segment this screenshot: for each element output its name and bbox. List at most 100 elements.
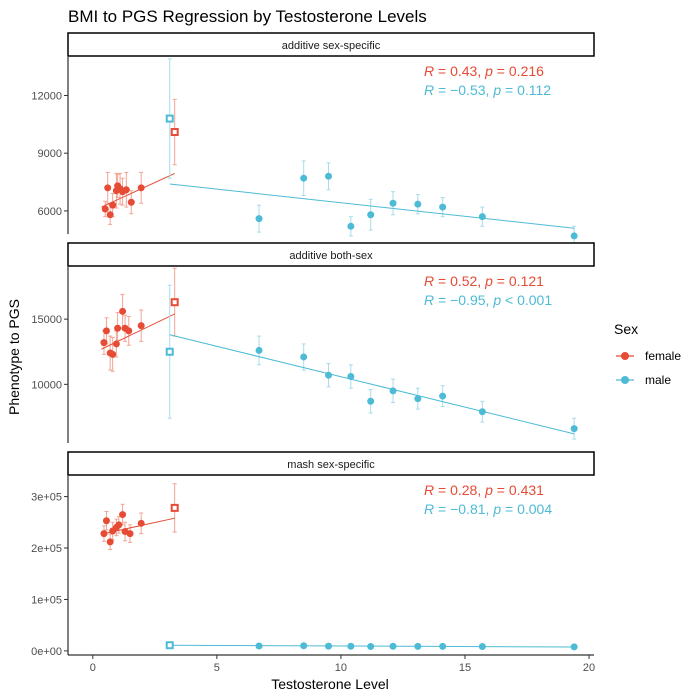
facet-strip-label: additive sex-specific (282, 40, 381, 52)
data-point (439, 642, 447, 650)
annotation-eq: = (434, 82, 450, 98)
data-point (439, 392, 447, 400)
series-female (101, 98, 179, 225)
annotation-eq: = (501, 82, 517, 98)
annotation-p-value: < 0.001 (505, 292, 552, 308)
annotation-p-value: 0.431 (509, 482, 544, 498)
data-point (100, 339, 108, 347)
data-point (439, 203, 447, 211)
legend-label-female: female (645, 349, 681, 363)
annotation-p-symbol: p (492, 501, 501, 517)
correlation-annotation: R = 0.52, p = 0.121 (424, 273, 544, 289)
annotation-r-value: 0.52 (450, 273, 477, 289)
facet-strip (67, 32, 595, 57)
data-point (414, 642, 422, 650)
annotation-r-value: 0.28 (450, 482, 477, 498)
outlier-point (170, 503, 179, 512)
data-point (106, 538, 114, 546)
x-tick-label: 10 (335, 662, 347, 674)
y-axis-title: Phenotype to PGS (6, 299, 22, 415)
annotation-p-value: 0.004 (517, 501, 552, 517)
data-point (125, 327, 133, 335)
facet-panel: additive sex-specific 6000 9000 12000 R = 0.… (31, 32, 595, 247)
data-point (347, 642, 355, 650)
data-point (347, 373, 355, 381)
annotation-eq: = (434, 273, 450, 289)
legend-label-male: male (645, 373, 671, 387)
regression-line (169, 183, 575, 229)
data-point (478, 408, 486, 416)
annotation-sep: , (477, 63, 485, 79)
data-point (300, 174, 308, 182)
data-point (389, 199, 397, 207)
data-point (100, 530, 108, 538)
annotation-r-value: −0.95 (450, 292, 486, 308)
facet-strip-label: additive both-sex (289, 250, 373, 262)
legend-key-point (621, 352, 629, 360)
data-point (325, 172, 333, 180)
data-point (102, 517, 110, 525)
data-point (137, 519, 145, 527)
chart-title: BMI to PGS Regression by Testosterone Le… (68, 7, 427, 26)
data-point (114, 324, 122, 332)
annotation-sep: , (486, 501, 494, 517)
data-point (300, 353, 308, 361)
data-point (325, 642, 333, 650)
correlation-annotation: R = 0.43, p = 0.216 (424, 63, 544, 79)
correlation-annotation: R = −0.53, p = 0.112 (424, 82, 551, 98)
annotation-eq: = (493, 273, 509, 289)
facet-panel: mash sex-specific 0e+00 1e+05 2e+05 3e+05 0 5 1… (31, 451, 595, 674)
data-point (101, 205, 109, 213)
annotation-p-symbol: p (492, 292, 501, 308)
regression-line (101, 313, 175, 350)
outlier-point (165, 114, 174, 123)
correlation-annotation: R = −0.81, p = 0.004 (424, 501, 552, 517)
annotation-p-symbol: p (492, 82, 501, 98)
legend-title: Sex (614, 321, 638, 337)
annotation-r-symbol: R (424, 482, 434, 498)
y-tick-label: 2e+05 (31, 543, 62, 555)
data-point (126, 530, 134, 538)
annotation-r-value: −0.53 (450, 82, 486, 98)
x-axis-title: Testosterone Level (271, 676, 389, 692)
data-point (367, 211, 375, 219)
facet-panel: additive both-sex 10000 15000 R = 0.52, p =… (31, 242, 595, 443)
data-point (389, 642, 397, 650)
series-male (165, 641, 578, 651)
correlation-annotation: R = −0.95, p < 0.001 (424, 292, 552, 308)
regression-line (101, 172, 175, 208)
annotation-eq: = (493, 63, 509, 79)
x-tick-label: 5 (214, 662, 220, 674)
annotation-r-value: −0.81 (450, 501, 486, 517)
data-point (112, 340, 120, 348)
series-male (165, 58, 578, 247)
y-tick-label: 0e+00 (31, 646, 62, 658)
annotation-eq: = (434, 63, 450, 79)
data-point (119, 307, 127, 315)
data-point (389, 387, 397, 395)
annotation-sep: , (486, 82, 494, 98)
data-point (122, 186, 130, 194)
data-point (414, 395, 422, 403)
y-tick-label: 9000 (38, 148, 62, 160)
data-point (570, 425, 578, 433)
facet-strip (67, 451, 595, 476)
data-point (414, 200, 422, 208)
data-point (478, 213, 486, 221)
data-point (255, 215, 263, 223)
annotation-r-symbol: R (424, 63, 434, 79)
annotation-sep: , (477, 273, 485, 289)
annotation-p-value: 0.121 (509, 273, 544, 289)
data-point (106, 211, 114, 219)
data-point (367, 643, 375, 651)
annotation-p-symbol: p (484, 482, 493, 498)
data-point (300, 642, 308, 650)
data-point (137, 184, 145, 192)
data-point (255, 346, 263, 354)
y-tick-label: 3e+05 (31, 492, 62, 504)
y-tick-label: 6000 (38, 206, 62, 218)
data-point (255, 642, 263, 650)
data-point (109, 201, 117, 209)
data-point (570, 232, 578, 240)
